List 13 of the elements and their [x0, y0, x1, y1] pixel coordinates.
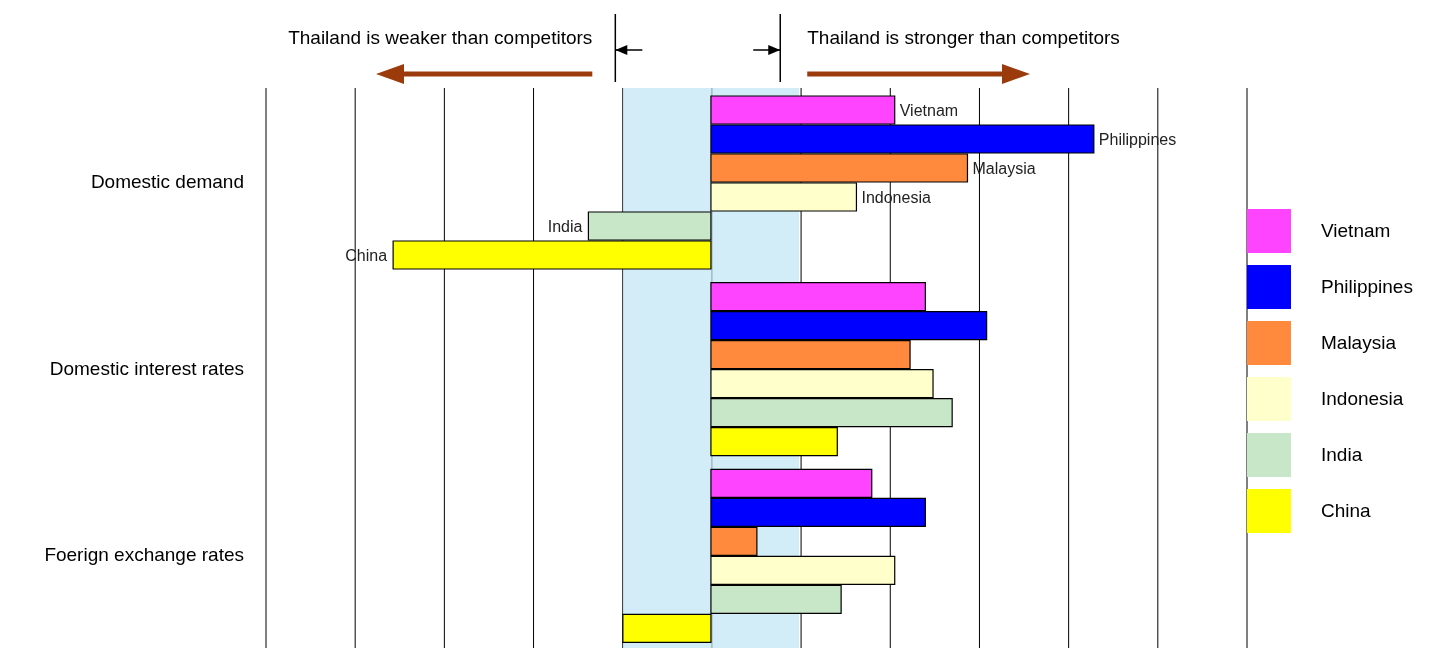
legend-label: India	[1321, 443, 1363, 465]
text: Thailand is weaker than competitors	[288, 27, 593, 48]
y-tick-label: Foerign exchange rates	[44, 544, 244, 566]
text: Thailand is stronger than competitors	[807, 27, 1120, 48]
legend-label: Vietnam	[1321, 219, 1391, 241]
y-tick-label: Domestic interest rates	[49, 357, 244, 379]
annotation: Vietnam	[899, 102, 959, 119]
y-tick-label: Domestic demand	[90, 171, 244, 193]
annotation: India	[547, 218, 583, 235]
legend-label: Philippines	[1321, 275, 1413, 297]
legend-label: Indonesia	[1321, 387, 1404, 409]
legend-label: China	[1321, 499, 1371, 521]
legend-label: Malaysia	[1321, 331, 1396, 353]
